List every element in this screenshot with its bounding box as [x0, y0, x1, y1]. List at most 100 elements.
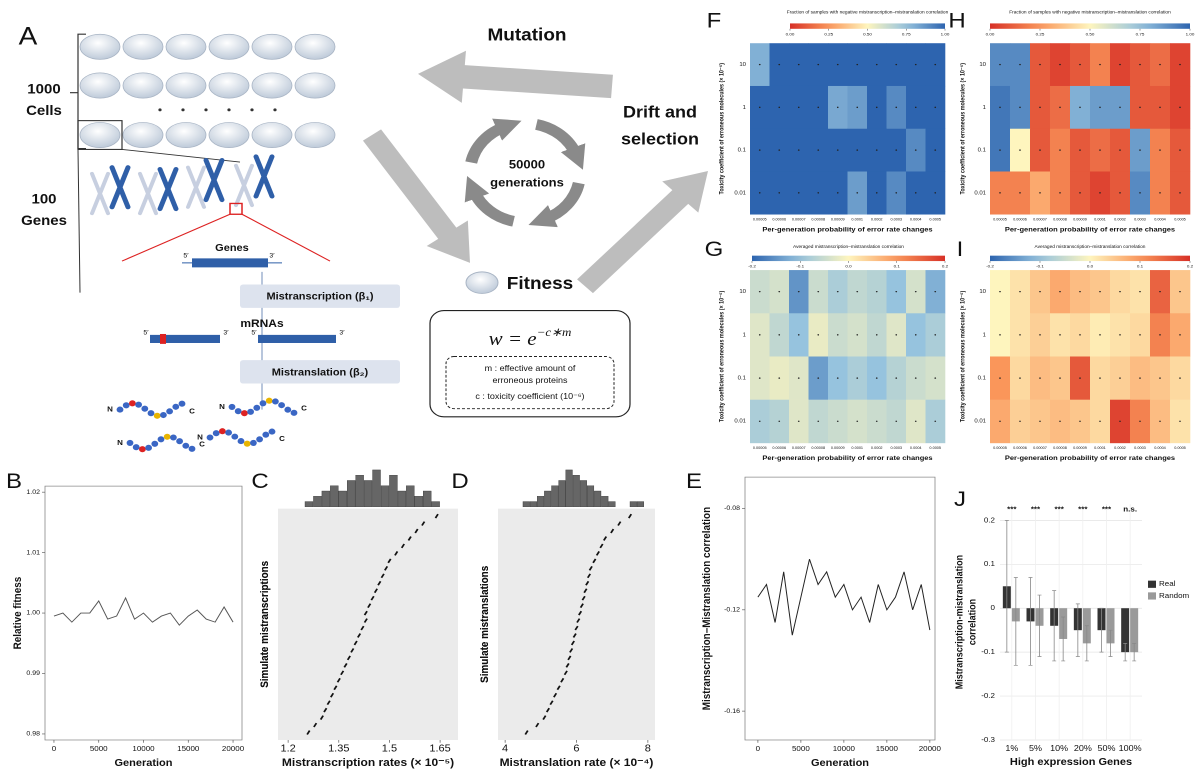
amino-acid: [126, 439, 134, 446]
chromosome: [109, 165, 131, 210]
amino-acid: [231, 433, 239, 440]
amino-acid: [206, 434, 214, 441]
y-tick-label: -0.1: [981, 647, 995, 656]
cell-dot: [856, 63, 859, 66]
cell-dot: [1119, 377, 1121, 379]
histogram-bar: [594, 490, 602, 508]
cell-dot: [817, 106, 820, 109]
cell-dot: [1179, 377, 1181, 379]
x-tick-label: 1.2: [280, 744, 295, 754]
point: [610, 528, 615, 534]
histogram-bar: [338, 490, 347, 508]
label: mRNAs: [240, 318, 283, 329]
significance-label: ***: [1078, 505, 1087, 514]
panel-label: I: [957, 236, 964, 261]
cell: [294, 122, 336, 148]
x-tick-label: 10%: [1050, 744, 1068, 753]
cell-dot: [1139, 63, 1141, 66]
point: [569, 648, 574, 653]
amino-acid: [160, 411, 167, 419]
amino-acid: [259, 400, 267, 407]
cycle-arrow: [528, 181, 585, 228]
cell: [208, 33, 250, 60]
cell-dot: [914, 63, 917, 66]
point: [576, 618, 581, 623]
x-tick-label: 0.00009: [831, 218, 845, 222]
cell-dot: [778, 192, 781, 194]
histogram-bar: [431, 501, 440, 508]
strand-end: 5′: [183, 253, 189, 260]
amino-acid: [153, 412, 161, 419]
y-tick-label: 0.1: [738, 148, 746, 154]
histogram-bar: [304, 501, 314, 508]
colorbar-tick-label: 0.75: [902, 31, 911, 36]
error-bar: [1037, 594, 1042, 657]
amino-acid: [290, 409, 298, 416]
colorbar-tick-label: 1.00: [1186, 31, 1195, 36]
cell-dot: [1059, 290, 1061, 293]
cell-dot: [797, 377, 800, 379]
cell-dot: [1179, 149, 1181, 151]
gene-bar: [192, 258, 268, 268]
dot: [227, 108, 231, 112]
amino-acid: [265, 397, 273, 404]
y-tick-label: 10: [979, 62, 986, 68]
point: [367, 603, 372, 609]
cell-dot: [817, 192, 820, 194]
y-tick-label: 0.01: [974, 191, 986, 197]
point: [407, 536, 412, 541]
cell-dot: [836, 192, 839, 194]
significance-label: ***: [1031, 505, 1040, 514]
histogram-bar: [321, 490, 331, 508]
process-box: [240, 284, 400, 308]
point: [394, 551, 399, 556]
cell-dot: [999, 106, 1001, 109]
plot-area: [498, 508, 655, 740]
y-tick-label: -0.3: [981, 735, 995, 744]
cell-dot: [1119, 290, 1121, 293]
y-tick-label: 0.98: [26, 731, 40, 738]
cell-dot: [758, 106, 761, 109]
cell-dot: [914, 334, 917, 336]
y-axis-label: Simulate mistranscriptions: [259, 561, 271, 688]
cell-dot: [1119, 192, 1121, 194]
cell-dot: [1019, 63, 1021, 66]
x-tick-label: 0.00005: [753, 218, 767, 222]
colorbar-title: Averaged mistranscription–mistranslation…: [1035, 244, 1146, 249]
y-axis-label: Relative fitness: [12, 577, 24, 650]
cell-dot: [836, 149, 839, 151]
cell: [122, 122, 164, 148]
cell-dot: [1019, 334, 1021, 336]
point: [400, 543, 405, 549]
x-tick-label: 0.0002: [1114, 446, 1126, 450]
cell-dot: [836, 290, 839, 293]
histogram-bar: [636, 501, 644, 508]
point: [563, 670, 568, 676]
x-tick-label: 0.00005: [993, 446, 1007, 450]
cell-dot: [758, 63, 761, 66]
error-bar: [1084, 625, 1089, 662]
x-tick-label: 0.00007: [792, 218, 806, 222]
y-tick-label: 1: [983, 333, 986, 339]
cell-dot: [875, 192, 878, 194]
cell-dot: [758, 290, 761, 293]
cell-dot: [895, 63, 898, 66]
cell: [294, 33, 336, 60]
amino-acid: [243, 440, 251, 447]
histogram-bar: [608, 501, 616, 508]
colorbar-tick-label: 1.00: [941, 31, 950, 36]
colorbar-tick-label: 0.1: [894, 264, 901, 269]
panel-label: H: [948, 7, 965, 32]
colorbar-tick-label: 0.25: [824, 31, 833, 36]
cell-dot: [856, 290, 859, 293]
cell-dot: [1079, 420, 1081, 423]
x-tick-label: 0: [52, 744, 56, 753]
cell-dot: [856, 192, 859, 194]
cell-dot: [778, 420, 781, 423]
cell-dot: [1139, 334, 1141, 336]
x-tick-label: 0.00008: [811, 446, 825, 450]
cell-dot: [875, 149, 878, 151]
point: [588, 565, 593, 571]
cell-dot: [1179, 334, 1181, 336]
amino-acid: [141, 405, 149, 412]
